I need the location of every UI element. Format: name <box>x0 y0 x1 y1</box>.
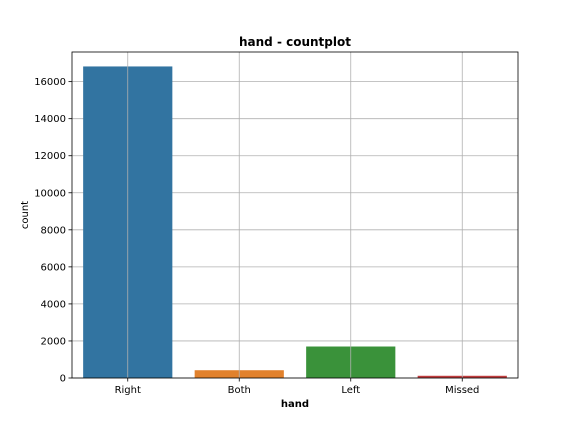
x-tick-label-missed: Missed <box>445 385 479 396</box>
y-tick-label: 10000 <box>34 188 66 199</box>
y-tick-label: 12000 <box>34 151 66 162</box>
y-tick-label: 2000 <box>41 336 66 347</box>
y-tick-label: 16000 <box>34 77 66 88</box>
y-tick-label: 0 <box>60 374 66 385</box>
y-tick-label: 8000 <box>41 225 66 236</box>
y-tick-label: 6000 <box>41 262 66 273</box>
plot-frame <box>71 51 519 379</box>
chart-title: hand - countplot <box>239 35 351 49</box>
x-axis-label: hand <box>281 399 309 410</box>
y-axis-label: count <box>20 201 31 229</box>
x-tick-label-left: Left <box>341 385 360 396</box>
y-tick-label: 14000 <box>34 114 66 125</box>
vertical-grid <box>127 52 463 378</box>
y-axis-ticks: 0 2000 4000 6000 8000 10000 12000 14000 16000 <box>34 77 72 385</box>
x-tick-label-right: Right <box>115 385 141 396</box>
x-tick-label-both: Both <box>228 385 251 396</box>
x-axis-ticks: Right Both Left Missed <box>115 378 479 396</box>
y-tick-label: 4000 <box>41 299 66 310</box>
